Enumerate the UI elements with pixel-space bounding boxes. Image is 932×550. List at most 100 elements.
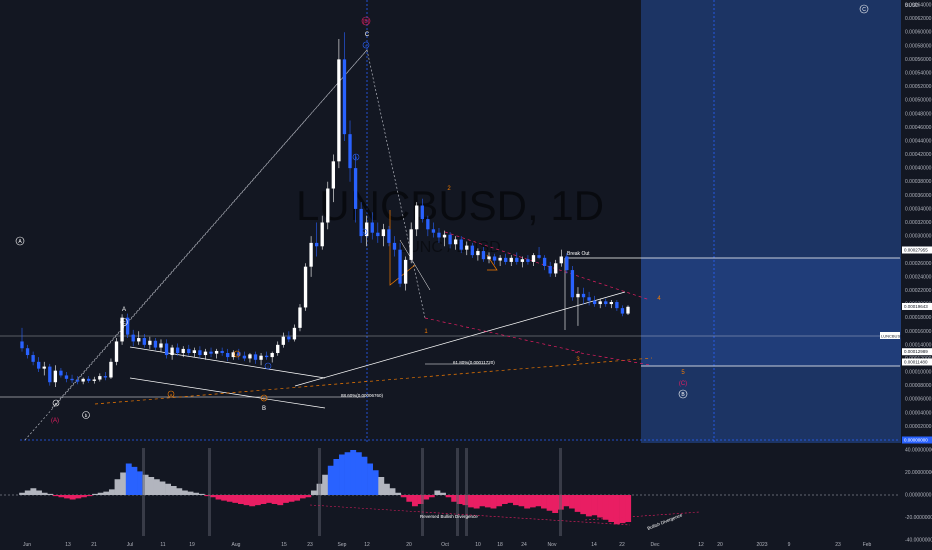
wave-box-orange [486, 254, 498, 271]
candle [409, 222, 413, 264]
candle [109, 358, 113, 379]
oscillator-bar [524, 495, 531, 509]
oscillator-bar [501, 495, 508, 504]
oscillator-bar [395, 492, 402, 495]
candle [487, 252, 491, 264]
candle [53, 365, 58, 387]
time-tick-label: 11 [160, 542, 165, 548]
candle [615, 299, 619, 311]
candle [87, 376, 91, 383]
fib-label-618: 61.80%(0.00011720) [453, 360, 495, 365]
time-tick-label: Nov [548, 542, 557, 548]
candle-body [25, 348, 30, 356]
candle [42, 361, 46, 376]
wave-label-iii-blue: iii [355, 156, 358, 160]
candle [426, 215, 430, 237]
candle [131, 329, 135, 347]
time-tick-label: 12 [364, 542, 370, 548]
oscillator-bar [226, 495, 233, 502]
candle-body [42, 366, 46, 369]
candle-body [353, 168, 358, 209]
candle-body [198, 350, 202, 356]
oscillator-bar [451, 495, 458, 502]
oscillator-bar [535, 495, 542, 507]
oscillator-bar [585, 495, 592, 517]
time-tick-label: 9 [788, 542, 791, 548]
candle-body [453, 239, 458, 245]
rising-trendline [294, 291, 626, 387]
candle [231, 350, 235, 360]
oscillator-band [142, 448, 145, 536]
candle-body [287, 336, 291, 340]
candle-body [75, 380, 80, 382]
price-tag-label: 0.00019643 [904, 304, 928, 309]
candle [554, 259, 558, 277]
oscillator-bar [120, 472, 127, 495]
time-tick-label: 23 [835, 542, 841, 548]
candle-body [53, 370, 58, 383]
oscillator-bar [243, 495, 250, 506]
osc-tick-label: -40.00000000 [905, 538, 932, 544]
oscillator-bar [148, 477, 155, 495]
candle [348, 120, 352, 182]
oscillator-bar [518, 495, 525, 507]
candle [326, 181, 330, 230]
oscillator-bar [479, 495, 486, 507]
wave-label-b-orange: b [263, 397, 265, 401]
price-tag: 0.00000000 [902, 436, 932, 444]
candle [270, 351, 274, 363]
candle-body [359, 208, 363, 237]
time-tick-label: Jun [23, 542, 31, 548]
watermark-title: LUNCBUSD, 1D [296, 182, 604, 229]
oscillator-bar [19, 492, 26, 495]
candle [159, 339, 163, 352]
candle [25, 344, 30, 359]
candle [370, 212, 374, 240]
price-tick-label: 0.00018000 [905, 315, 932, 321]
candle [492, 253, 497, 265]
price-tag: 0.00011480 [902, 358, 932, 366]
oscillator-bar [165, 483, 171, 495]
candle-body [481, 251, 486, 260]
candle [509, 255, 513, 266]
candle-body [109, 361, 113, 378]
candle [520, 256, 525, 268]
candle-body [565, 256, 569, 271]
candle-body [420, 205, 424, 220]
candle-body [203, 351, 208, 356]
oscillator-bar [333, 459, 340, 495]
candle [237, 348, 241, 360]
candle [381, 223, 386, 247]
candle [504, 253, 508, 265]
oscillator-bar [249, 495, 256, 507]
wave-label-B-pink: (B) [363, 19, 370, 25]
candle-body [476, 251, 480, 256]
candle [481, 246, 486, 262]
candle-body [381, 229, 386, 237]
candle [292, 324, 297, 342]
price-tag-label: 0.00027955 [904, 247, 928, 252]
price-tick-label: 0.00038000 [905, 179, 932, 185]
candle-body [365, 222, 369, 237]
price-tick-label: 0.00008000 [905, 383, 932, 389]
candle [498, 255, 502, 266]
candle-body [415, 205, 419, 230]
candle [70, 374, 74, 383]
time-tick-label: Oct [441, 542, 449, 548]
candle-body [242, 355, 247, 359]
oscillator-bar [41, 492, 48, 495]
oscillator-bar [193, 492, 200, 495]
candle [387, 225, 391, 247]
candle-body [31, 355, 35, 362]
oscillator-bar [456, 495, 463, 504]
oscillator-bar [80, 495, 87, 498]
oscillator-bar [238, 495, 244, 504]
oscillator-band [421, 448, 424, 536]
candle [287, 331, 291, 343]
candle [609, 299, 613, 309]
wave-labels: A (B) C C A C (A) b a B 2 1 3 4 5 (C) B … [15, 4, 869, 424]
candle-body [153, 340, 158, 348]
candle-body [264, 355, 269, 358]
candle [125, 313, 130, 339]
